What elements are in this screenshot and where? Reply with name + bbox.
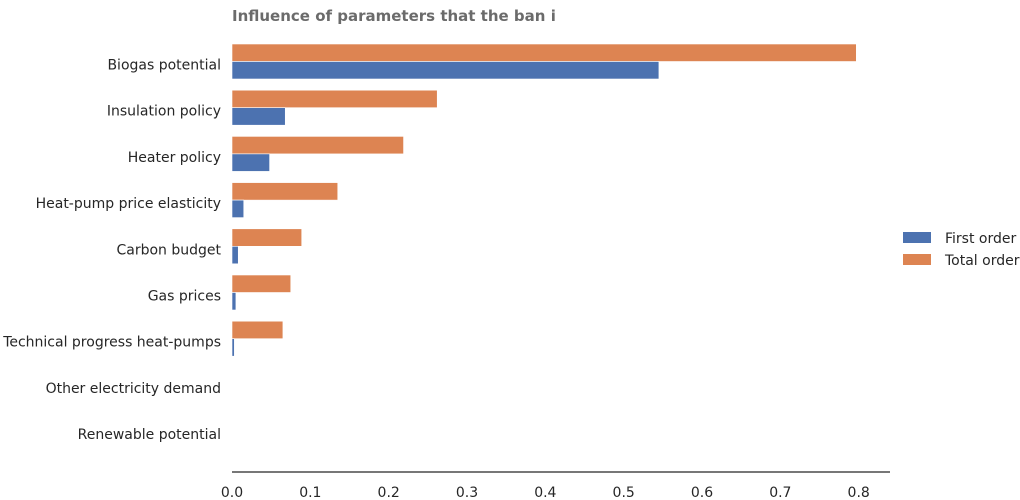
bar-total-order	[231, 89, 438, 108]
legend-label: First order	[945, 231, 1016, 247]
x-tick-label: 0.6	[691, 485, 713, 500]
bar-first-order	[231, 246, 239, 265]
category-label: Renewable potential	[78, 427, 221, 443]
bar-total-order	[231, 136, 404, 155]
category-labels: Biogas potential Insulation policy Heater …	[2, 58, 221, 444]
chart-title: Influence of parameters that the ban i	[232, 7, 556, 25]
bar-first-order	[231, 61, 660, 80]
x-tick-label: 0.2	[378, 485, 400, 500]
x-tick-label: 0.5	[613, 485, 635, 500]
bar-total-order	[231, 320, 284, 340]
x-tick-label: 0.1	[299, 485, 321, 500]
category-label: Insulation policy	[107, 104, 221, 120]
legend-swatch	[903, 232, 931, 243]
bar-first-order	[231, 107, 286, 126]
x-tick-label: 0.0	[221, 485, 243, 500]
x-tick-label: 0.4	[534, 485, 556, 500]
category-label: Technical progress heat-pumps	[2, 335, 221, 351]
bar-first-order	[231, 292, 237, 311]
x-tick-labels: 0.0 0.1 0.2 0.3 0.4 0.5 0.6 0.7 0.8	[221, 485, 870, 500]
category-label: Other electricity demand	[46, 381, 221, 397]
bar-first-order	[231, 153, 270, 172]
x-tick-label: 0.8	[848, 485, 870, 500]
category-label: Gas prices	[148, 289, 221, 305]
bar-total-order	[231, 228, 303, 247]
bar-total-order	[231, 274, 292, 293]
category-label: Heater policy	[128, 150, 221, 166]
bar-total-order	[231, 43, 857, 62]
legend: First order Total order	[903, 231, 1020, 269]
bar-first-order	[231, 199, 245, 218]
category-label: Carbon budget	[116, 242, 221, 258]
legend-swatch	[903, 254, 931, 265]
x-tick-label: 0.7	[769, 485, 791, 500]
category-label: Heat-pump price elasticity	[36, 196, 221, 212]
x-tick-label: 0.3	[456, 485, 478, 500]
bar-first-order	[231, 338, 235, 357]
bars	[231, 43, 857, 357]
category-label: Biogas potential	[107, 58, 221, 74]
legend-label: Total order	[944, 253, 1020, 269]
bar-total-order	[231, 182, 339, 201]
